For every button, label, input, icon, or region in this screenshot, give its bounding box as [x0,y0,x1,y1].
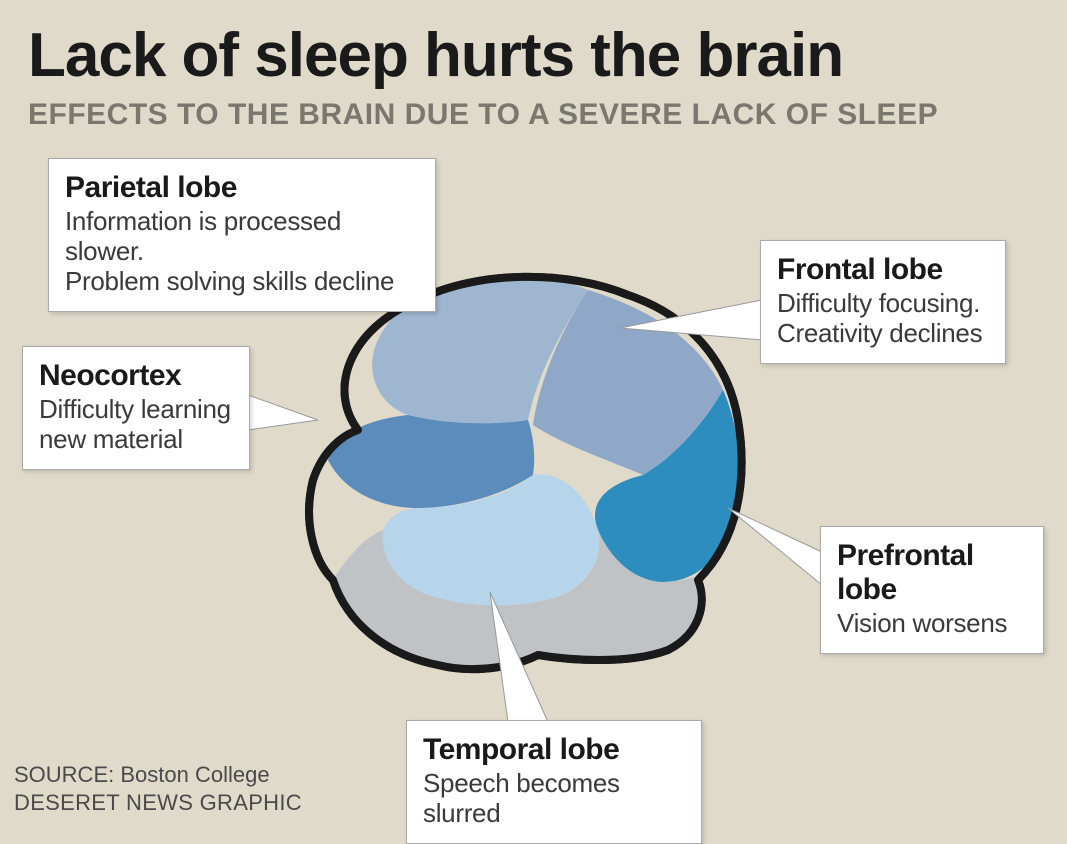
callout-temporal-desc: Speech becomes slurred [423,769,685,829]
callout-parietal-desc: Information is processed slower.Problem … [65,207,419,297]
brain-diagram [268,260,768,680]
callout-neocortex: Neocortex Difficulty learningnew materia… [22,346,250,470]
callout-frontal-desc: Difficulty focusing.Creativity declines [777,289,989,349]
callout-prefrontal-title: Prefrontal lobe [837,539,1027,607]
callout-temporal-title: Temporal lobe [423,733,685,767]
callout-neocortex-title: Neocortex [39,359,233,393]
page-subtitle: EFFECTS TO THE BRAIN DUE TO A SEVERE LAC… [28,98,938,132]
callout-frontal: Frontal lobe Difficulty focusing.Creativ… [760,240,1006,364]
source-label: SOURCE: [14,762,114,787]
source-value: Boston College [120,762,269,787]
credit-line: DESERET NEWS GRAPHIC [14,790,302,816]
callout-frontal-title: Frontal lobe [777,253,989,287]
callout-parietal-title: Parietal lobe [65,171,419,205]
callout-parietal: Parietal lobe Information is processed s… [48,158,436,312]
page-title: Lack of sleep hurts the brain [28,20,843,91]
callout-prefrontal-desc: Vision worsens [837,609,1027,639]
source-line: SOURCE: Boston College [14,762,270,788]
callout-prefrontal: Prefrontal lobe Vision worsens [820,526,1044,654]
callout-temporal: Temporal lobe Speech becomes slurred [406,720,702,844]
callout-neocortex-desc: Difficulty learningnew material [39,395,233,455]
